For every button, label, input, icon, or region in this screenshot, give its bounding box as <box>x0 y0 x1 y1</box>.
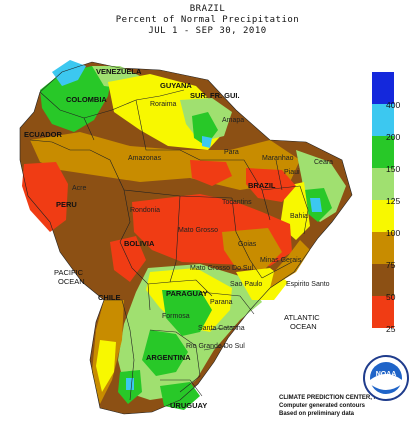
label-rio-grande-do-sul: Rio Grande Do Sul <box>186 343 245 350</box>
credit-preliminary: Based on preliminary data <box>279 411 355 417</box>
legend-label-100: 100 <box>386 228 401 238</box>
legend-label-200: 200 <box>386 132 401 142</box>
label-espirito-santo: Espirito Santo <box>286 281 330 288</box>
legend-label-400: 400 <box>386 100 401 110</box>
map-subtitle: Percent of Normal Precipitation <box>115 15 300 25</box>
legend-swatch-400 <box>372 72 394 104</box>
label-suriname: SUR. <box>190 91 208 100</box>
map-date-range: JUL 1 - SEP 30, 2010 <box>148 26 267 36</box>
region-orange-goias <box>222 228 282 270</box>
label-goias: Goias <box>238 241 257 248</box>
legend-swatch-100 <box>372 200 394 232</box>
legend-swatch-150 <box>372 136 394 168</box>
label-pacific: PACIFIC <box>54 268 84 277</box>
label-acre: Acre <box>72 185 87 192</box>
label-brazil: BRAZIL <box>248 181 276 190</box>
map-title: BRAZIL <box>189 4 226 14</box>
label-piaui: Piaui <box>284 169 300 176</box>
label-colombia: COLOMBIA <box>66 95 107 104</box>
region-red-northcentral <box>246 168 296 202</box>
noaa-logo-text: NOAA <box>376 371 397 378</box>
credit-cpc: CLIMATE PREDICTION CENTER, NOAA <box>279 395 392 401</box>
label-bolivia: BOLIVIA <box>124 239 155 248</box>
label-parana: Parana <box>210 299 233 306</box>
credit-contours: Computer generated contours <box>279 403 366 409</box>
label-fr-guiana: FR. GUI. <box>210 91 240 100</box>
label-rondonia: Rondonia <box>130 207 160 214</box>
label-chile: CHILE <box>98 293 121 302</box>
label-sao-paulo: Sao Paulo <box>230 281 262 288</box>
legend-swatch-75 <box>372 232 394 264</box>
label-bahia: Bahia <box>290 213 308 220</box>
label-uruguay: URUGUAY <box>170 401 207 410</box>
label-tocantins: Tocantins <box>222 199 252 206</box>
legend-swatch-125 <box>372 168 394 200</box>
legend-label-25: 25 <box>386 324 396 334</box>
political-boundaries <box>19 61 353 415</box>
region-yellow-chile <box>96 340 116 392</box>
label-minas-gerais: Minas Gerais <box>260 257 302 264</box>
region-green-colombia <box>40 66 112 132</box>
legend-swatch-200 <box>372 104 394 136</box>
label-amazonas: Amazonas <box>128 155 162 162</box>
region-red-tocantins <box>190 160 232 186</box>
label-amapa: Amapa <box>222 117 244 124</box>
legend-swatch-50 <box>372 264 394 296</box>
legend-label-125: 125 <box>386 196 401 206</box>
region-cyan-caribbean <box>52 60 86 86</box>
label-ecuador: ECUADOR <box>24 130 63 139</box>
legend-swatch-25 <box>372 296 394 328</box>
label-venezuela: VENEZUELA <box>96 67 142 76</box>
region-green-paraguay <box>162 290 212 336</box>
region-orange-southeast <box>270 240 310 288</box>
region-red-peru <box>22 162 68 232</box>
label-guyana: GUYANA <box>160 81 192 90</box>
region-green-argentina <box>142 330 188 376</box>
label-argentina: ARGENTINA <box>146 353 191 362</box>
label-atlantic-ocean: OCEAN <box>290 322 317 331</box>
label-para: Para <box>224 149 239 156</box>
label-maranhao: Maranhao <box>262 155 294 162</box>
legend-label-50: 50 <box>386 292 396 302</box>
region-cyan-southchile <box>126 378 134 390</box>
noaa-logo-icon: NOAA <box>363 355 409 401</box>
legend-label-75: 75 <box>386 260 396 270</box>
region-green-amapa <box>192 112 218 146</box>
region-cyan-amapa <box>202 136 212 148</box>
label-roraima: Roraima <box>150 101 177 108</box>
label-paraguay: PARAGUAY <box>166 289 208 298</box>
label-atlantic: ATLANTIC <box>284 313 320 322</box>
label-ceara: Ceara <box>314 159 333 166</box>
label-mato-grosso: Mato Grosso <box>178 227 218 234</box>
legend-label-150: 150 <box>386 164 401 174</box>
region-orange-amazon <box>30 132 300 190</box>
label-santa-catarina: Santa Catarina <box>198 325 245 332</box>
region-cyan-northeast <box>310 198 322 212</box>
label-peru: PERU <box>56 200 77 209</box>
label-formosa: Formosa <box>162 313 190 320</box>
label-mato-grosso-sul: Mato Grosso Do Sul <box>190 265 253 272</box>
region-green-uruguay <box>160 382 200 410</box>
label-pacific-ocean: OCEAN <box>58 277 85 286</box>
